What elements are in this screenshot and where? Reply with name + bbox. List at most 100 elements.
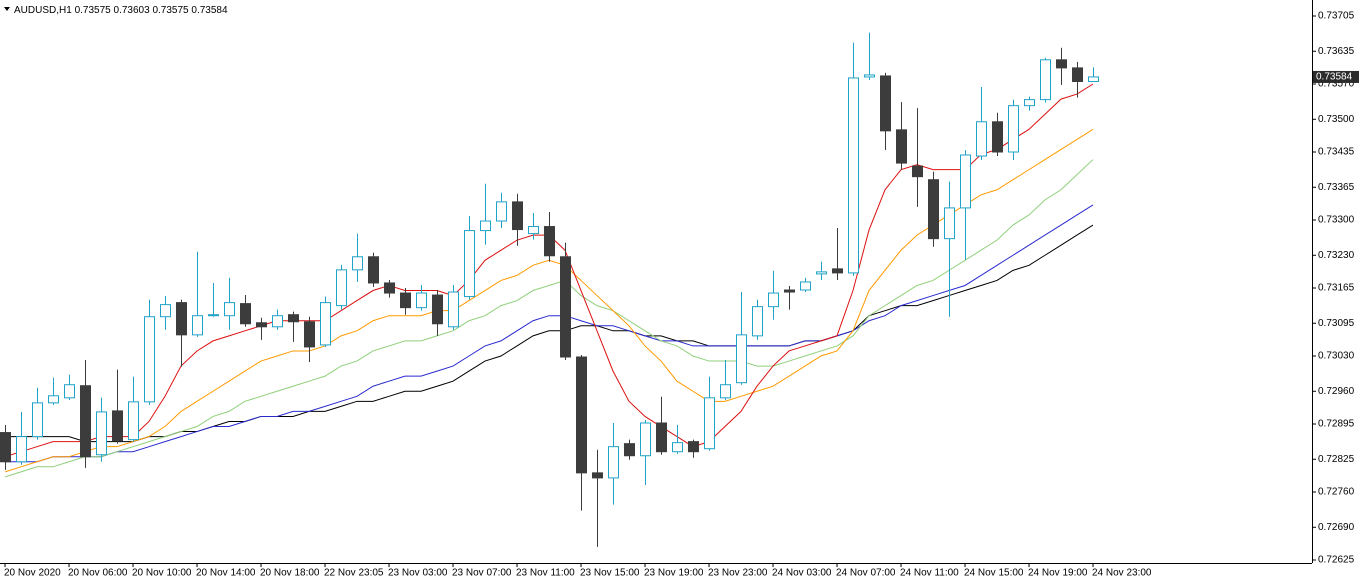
candle-body <box>704 397 715 450</box>
candle-body <box>656 422 667 453</box>
x-tick-label: 24 Nov 23:00 <box>1092 568 1152 579</box>
menu-arrow[interactable] <box>4 7 10 11</box>
price-label: 0.73584 <box>1316 72 1353 83</box>
candle-body <box>992 121 1003 153</box>
header: AUDUSD,H1 0.73575 0.73603 0.73575 0.7358… <box>14 5 228 16</box>
candle-body <box>608 446 619 479</box>
candle-body <box>224 302 235 317</box>
candle-body <box>352 256 363 271</box>
x-tick-label: 23 Nov 15:00 <box>580 568 640 579</box>
ma-line <box>4 159 1094 478</box>
candle-body <box>1056 59 1067 69</box>
y-tick-label: 0.72960 <box>1318 386 1355 397</box>
x-tick-label: 23 Nov 11:00 <box>516 568 575 579</box>
candle-body <box>1088 76 1099 82</box>
y-tick-label: 0.73570 <box>1318 79 1355 90</box>
y-tick-label: 0.73500 <box>1318 114 1355 125</box>
candle-body <box>192 315 203 336</box>
y-tick-label: 0.72690 <box>1318 522 1355 533</box>
candle-body <box>160 304 171 318</box>
high-value: 0.73603 <box>114 5 151 16</box>
ma-line <box>5 224 1094 443</box>
candle-body <box>512 201 523 231</box>
y-tick-label: 0.72895 <box>1318 419 1355 430</box>
candle-body <box>96 411 107 456</box>
candle-body <box>32 402 43 438</box>
candle-body <box>144 316 155 403</box>
candle-body <box>464 230 475 298</box>
y-tick-label: 0.73635 <box>1318 46 1355 57</box>
candle-body <box>912 165 923 178</box>
x-tick-label: 23 Nov 03:00 <box>388 568 448 579</box>
open-value: 0.73575 <box>75 5 112 16</box>
y-tick-label: 0.73030 <box>1318 351 1355 362</box>
candle-body <box>576 356 587 474</box>
candle-body <box>128 401 139 441</box>
candle-body <box>928 179 939 240</box>
candle-body <box>176 302 187 336</box>
x-tick-label: 20 Nov 14:00 <box>196 568 256 579</box>
low-value: 0.73575 <box>152 5 189 16</box>
y-tick-label: 0.73230 <box>1318 250 1355 261</box>
candle-body <box>1072 67 1083 82</box>
y-tick-label: 0.73095 <box>1318 318 1355 329</box>
candle-body <box>304 321 315 348</box>
candle-body <box>592 472 603 479</box>
x-tick-label: 24 Nov 03:00 <box>772 568 832 579</box>
candle-body <box>1040 59 1051 101</box>
candle-body <box>544 226 555 257</box>
candle-body <box>960 154 971 209</box>
candle-body <box>640 422 651 457</box>
candle-body <box>624 443 635 457</box>
candle-body <box>16 436 27 463</box>
candle-body <box>672 442 683 453</box>
candle-body <box>816 271 827 275</box>
x-tick-label: 20 Nov 10:00 <box>132 568 192 579</box>
y-tick-label: 0.73300 <box>1318 215 1355 226</box>
candle-body <box>112 410 123 442</box>
candle-body <box>864 74 875 78</box>
x-tick-label: 23 Nov 23:00 <box>708 568 768 579</box>
x-tick-label: 20 Nov 06:00 <box>68 568 128 579</box>
symbol: AUDUSD,H1 <box>14 5 72 16</box>
y-tick-label: 0.72625 <box>1318 555 1355 566</box>
x-tick-label: 20 Nov 18:00 <box>260 568 320 579</box>
x-tick-label: 24 Nov 15:00 <box>964 568 1024 579</box>
candle-body <box>832 268 843 274</box>
candle-body <box>80 385 91 458</box>
candle-body <box>64 384 75 399</box>
price-box <box>1313 70 1359 83</box>
y-tick-label: 0.72760 <box>1318 487 1355 498</box>
y-tick-label: 0.73165 <box>1318 283 1355 294</box>
x-tick-label: 23 Nov 07:00 <box>452 568 512 579</box>
candle-body <box>384 282 395 294</box>
candle-body <box>560 256 571 358</box>
candle-body <box>1024 99 1035 107</box>
candle-body <box>896 129 907 164</box>
candle-body <box>528 226 539 235</box>
candle-body <box>976 121 987 157</box>
candle-body <box>848 77 859 274</box>
x-tick-label: 20 Nov 2020 <box>4 568 61 579</box>
x-tick-label: 24 Nov 19:00 <box>1028 568 1088 579</box>
candle-body <box>400 292 411 309</box>
candle-body <box>448 291 459 328</box>
candle-body <box>320 302 331 346</box>
candle-body <box>688 441 699 453</box>
candle-body <box>432 294 443 325</box>
candle-body <box>736 334 747 384</box>
y-tick-label: 0.73435 <box>1318 147 1355 158</box>
y-tick-label: 0.73705 <box>1318 11 1355 22</box>
candle-body <box>1008 105 1019 153</box>
x-tick-label: 24 Nov 11:00 <box>900 568 959 579</box>
candle-body <box>272 315 283 328</box>
close-value: 0.73584 <box>191 5 228 16</box>
y-tick-label: 0.72825 <box>1318 454 1355 465</box>
candle-body <box>336 269 347 307</box>
candle-body <box>48 395 59 404</box>
ma-line <box>5 204 1094 463</box>
candle-body <box>288 314 299 323</box>
x-tick-label: 24 Nov 07:00 <box>836 568 896 579</box>
